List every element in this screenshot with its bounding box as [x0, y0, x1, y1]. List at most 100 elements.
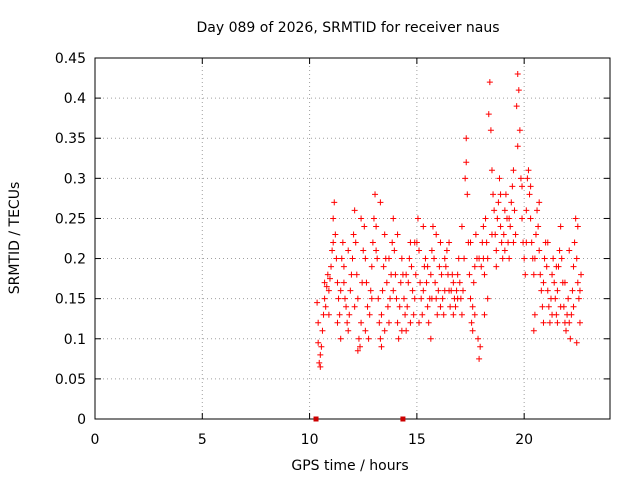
- data-point: [480, 223, 487, 230]
- data-point: [530, 271, 537, 278]
- data-point: [337, 287, 344, 294]
- data-point: [467, 295, 474, 302]
- data-point: [456, 279, 463, 286]
- data-point: [429, 223, 436, 230]
- data-point: [396, 303, 403, 310]
- data-point: [481, 311, 488, 318]
- data-point: [330, 239, 337, 246]
- x-tick-label: 15: [408, 432, 426, 448]
- data-point: [390, 215, 397, 222]
- y-tick-label: 0: [77, 412, 86, 428]
- data-point: [432, 279, 439, 286]
- data-point: [469, 327, 476, 334]
- data-point: [493, 247, 500, 254]
- data-point: [398, 327, 405, 334]
- data-point: [488, 231, 495, 238]
- data-point: [403, 271, 410, 278]
- data-point: [536, 199, 543, 206]
- data-point: [534, 207, 541, 214]
- data-point: [375, 295, 382, 302]
- data-point: [526, 191, 533, 198]
- data-point: [531, 255, 538, 262]
- data-point: [331, 199, 338, 206]
- data-point: [531, 311, 538, 318]
- data-point: [341, 295, 348, 302]
- data-point: [417, 279, 424, 286]
- data-point: [315, 319, 322, 326]
- data-point: [466, 271, 473, 278]
- data-point: [506, 255, 513, 262]
- x-tick-label: 5: [198, 432, 207, 448]
- data-point: [464, 191, 471, 198]
- data-point: [378, 311, 385, 318]
- data-point: [572, 215, 579, 222]
- data-point: [316, 359, 323, 366]
- data-point: [527, 183, 534, 190]
- data-point: [567, 335, 574, 342]
- y-tick-label: 0.1: [64, 332, 86, 348]
- data-point: [481, 271, 488, 278]
- x-tick-label: 20: [515, 432, 533, 448]
- data-point: [575, 295, 582, 302]
- data-point: [570, 263, 577, 270]
- data-point: [408, 263, 415, 270]
- data-point: [538, 287, 545, 294]
- data-point: [536, 247, 543, 254]
- data-point: [509, 183, 516, 190]
- data-point: [381, 231, 388, 238]
- data-point: [527, 215, 534, 222]
- data-point: [372, 191, 379, 198]
- data-point: [329, 247, 336, 254]
- data-point: [557, 303, 564, 310]
- data-point: [550, 255, 557, 262]
- data-point: [345, 247, 352, 254]
- data-point: [332, 231, 339, 238]
- data-point: [346, 311, 353, 318]
- data-point: [446, 239, 453, 246]
- data-point: [453, 287, 460, 294]
- data-point: [370, 215, 377, 222]
- data-point: [385, 319, 392, 326]
- data-point: [422, 255, 429, 262]
- data-point: [387, 295, 394, 302]
- grid-lines: [95, 58, 610, 419]
- data-point: [361, 223, 368, 230]
- data-point: [377, 335, 384, 342]
- data-point: [487, 127, 494, 134]
- data-point: [350, 231, 357, 238]
- data-point: [539, 303, 546, 310]
- y-axis-label: SRMTID / TECUs: [7, 182, 23, 295]
- y-axis: 0 0.05 0.1 0.15 0.2 0.25 0.3 0.35 0.4 0.45: [55, 51, 610, 428]
- data-point: [511, 207, 518, 214]
- y-tick-label: 0.3: [64, 171, 86, 187]
- data-point: [543, 263, 550, 270]
- data-point: [477, 343, 484, 350]
- data-point: [541, 255, 548, 262]
- data-point: [357, 343, 364, 350]
- data-point: [378, 343, 385, 350]
- data-point: [519, 183, 526, 190]
- data-point: [469, 303, 476, 310]
- data-point: [455, 255, 462, 262]
- data-point: [427, 335, 434, 342]
- data-point: [447, 303, 454, 310]
- data-point: [501, 207, 508, 214]
- data-point: [330, 215, 337, 222]
- data-point: [497, 223, 504, 230]
- data-point: [471, 263, 478, 270]
- y-tick-label: 0.35: [55, 131, 86, 147]
- data-point: [514, 71, 521, 78]
- data-point: [554, 287, 561, 294]
- data-point: [494, 215, 501, 222]
- data-point: [326, 275, 333, 282]
- data-point: [463, 159, 470, 166]
- data-point: [530, 327, 537, 334]
- data-point: [513, 103, 520, 110]
- data-point: [319, 327, 326, 334]
- data-point: [478, 263, 485, 270]
- data-point: [458, 311, 465, 318]
- data-point: [569, 287, 576, 294]
- plot-border: [94, 57, 611, 420]
- data-point: [394, 319, 401, 326]
- data-point: [340, 263, 347, 270]
